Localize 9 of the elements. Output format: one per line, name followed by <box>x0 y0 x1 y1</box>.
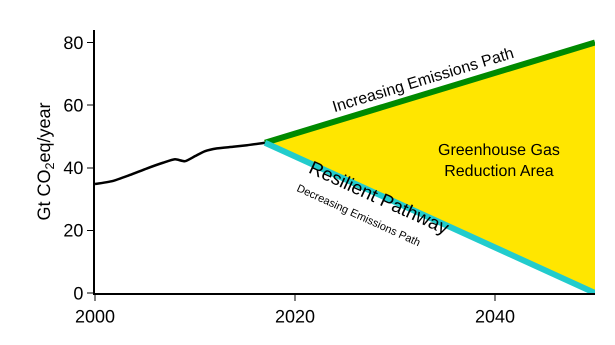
x-tick-label: 2040 <box>474 306 516 327</box>
y-tick-label: 60 <box>63 95 84 116</box>
x-tick-label: 2000 <box>74 306 116 327</box>
y-tick-label: 20 <box>63 220 84 241</box>
x-tick-label: 2020 <box>274 306 316 327</box>
y-tick-label: 40 <box>63 158 84 178</box>
annotation: Greenhouse Gas Reduction Area <box>438 142 560 180</box>
y-tick-label: 0 <box>73 283 84 304</box>
y-tick-label: 80 <box>63 32 84 53</box>
